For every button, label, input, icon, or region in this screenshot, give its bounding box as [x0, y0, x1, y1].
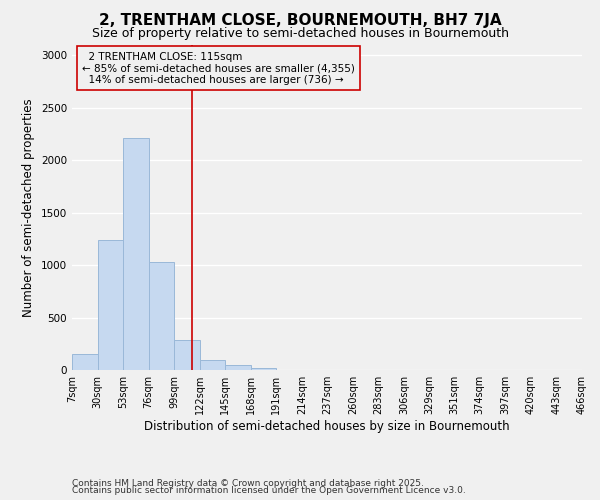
Text: 2, TRENTHAM CLOSE, BOURNEMOUTH, BH7 7JA: 2, TRENTHAM CLOSE, BOURNEMOUTH, BH7 7JA	[98, 12, 502, 28]
Bar	[200, 360, 226, 370]
Text: Contains HM Land Registry data © Crown copyright and database right 2025.: Contains HM Land Registry data © Crown c…	[72, 478, 424, 488]
Bar	[251, 368, 277, 370]
Bar	[149, 262, 174, 370]
Y-axis label: Number of semi-detached properties: Number of semi-detached properties	[22, 98, 35, 317]
Bar	[226, 365, 251, 370]
Text: Contains public sector information licensed under the Open Government Licence v3: Contains public sector information licen…	[72, 486, 466, 495]
Text: 2 TRENTHAM CLOSE: 115sqm
← 85% of semi-detached houses are smaller (4,355)
  14%: 2 TRENTHAM CLOSE: 115sqm ← 85% of semi-d…	[82, 52, 355, 84]
Bar	[174, 340, 200, 370]
Bar	[72, 354, 98, 370]
Bar	[123, 138, 149, 370]
Bar	[98, 240, 123, 370]
X-axis label: Distribution of semi-detached houses by size in Bournemouth: Distribution of semi-detached houses by …	[144, 420, 510, 433]
Text: Size of property relative to semi-detached houses in Bournemouth: Size of property relative to semi-detach…	[91, 28, 509, 40]
